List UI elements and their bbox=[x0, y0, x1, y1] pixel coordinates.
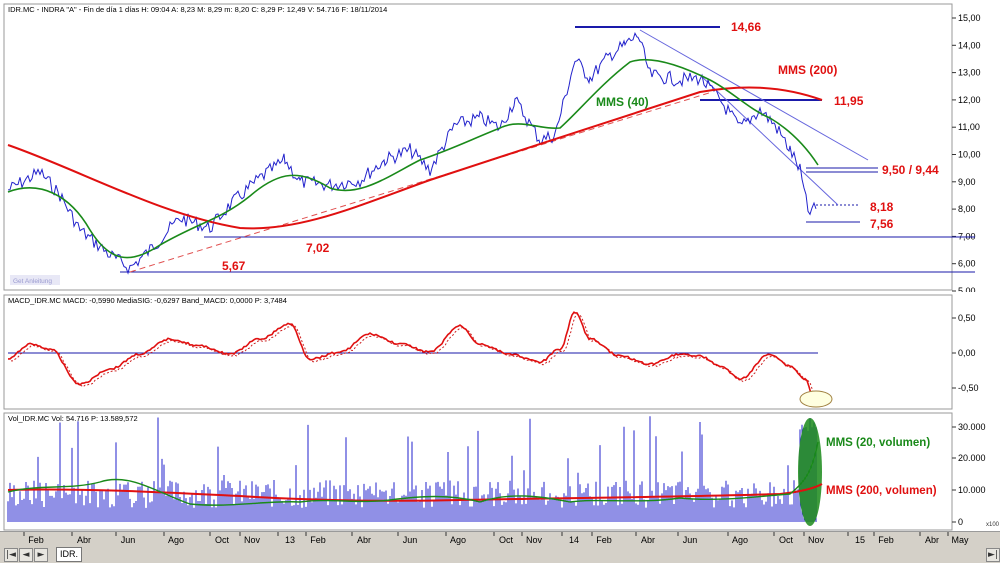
macd-plot-frame bbox=[3, 294, 953, 410]
x-tick-label: Oct bbox=[779, 535, 794, 545]
macd-y-tick-label: 0,50 bbox=[958, 313, 976, 323]
x-tick-label: 14 bbox=[569, 535, 579, 545]
volume-highlight-ellipse bbox=[798, 418, 822, 526]
label-vol-mms200: MMS (200, volumen) bbox=[826, 485, 937, 497]
macd-highlight-ellipse bbox=[799, 390, 833, 408]
volume-header: Vol_IDR.MC Vol: 54.716 P: 13.589,572 bbox=[8, 414, 138, 423]
x-tick-label: Jun bbox=[683, 535, 698, 545]
x-tick-label: 15 bbox=[855, 535, 865, 545]
macd-signal-series bbox=[11, 313, 825, 406]
price-header: IDR.MC - INDRA "A" - Fin de día 1 días H… bbox=[8, 5, 387, 14]
watermark-box bbox=[10, 275, 60, 285]
price-plot-frame bbox=[3, 3, 953, 291]
price-chart[interactable]: IDR.MC - INDRA "A" - Fin de día 1 días H… bbox=[0, 0, 1000, 296]
price-y-tick-label: 15,00 bbox=[958, 13, 981, 23]
volume-bars bbox=[7, 416, 817, 522]
label-low-recent: 7,56 bbox=[870, 217, 894, 231]
price-y-tick-label: 11,00 bbox=[958, 122, 980, 132]
watermark-text: Get Anleitung bbox=[13, 278, 52, 285]
volume-y-tick-label: 0 bbox=[958, 517, 963, 527]
label-low-2012: 5,67 bbox=[222, 259, 246, 273]
x-tick-label: Oct bbox=[499, 535, 514, 545]
time-axis-bar[interactable]: Feb Abr Jun Ago Oct Nov 13 Feb Abr Jun Ago Oct Nov 14… bbox=[0, 531, 1000, 563]
volume-y-tick-label: 30.000 bbox=[958, 422, 986, 432]
price-y-tick-label: 8,00 bbox=[958, 204, 976, 214]
x-tick-label: Ago bbox=[732, 535, 748, 545]
x-tick-label: Oct bbox=[215, 535, 230, 545]
volume-mms20-series bbox=[7, 441, 819, 506]
scroll-prev-button[interactable]: ◄ bbox=[19, 548, 33, 562]
x-tick-label: Nov bbox=[244, 535, 261, 545]
label-vol-mms20: MMS (20, volumen) bbox=[826, 437, 930, 449]
x-tick-label: Feb bbox=[596, 535, 612, 545]
downtrend-line-1 bbox=[639, 29, 869, 161]
mms40-series bbox=[7, 58, 819, 259]
x-tick-label: Ago bbox=[168, 535, 184, 545]
scroll-next-button[interactable]: ► bbox=[34, 548, 48, 562]
x-tick-label: Feb bbox=[28, 535, 44, 545]
x-tick-label: Feb bbox=[310, 535, 326, 545]
x-tick-label: Abr bbox=[925, 535, 939, 545]
label-high: 14,66 bbox=[731, 20, 761, 34]
price-y-tick-label: 7,00 bbox=[958, 231, 976, 241]
volume-y-tick-label: 10.000 bbox=[958, 485, 986, 495]
label-resistance: 11,95 bbox=[834, 94, 864, 108]
x-tick-label: Abr bbox=[77, 535, 91, 545]
price-y-tick-label: 13,00 bbox=[958, 68, 981, 78]
x-tick-label: May bbox=[951, 535, 969, 545]
price-y-tick-label: 14,00 bbox=[958, 40, 981, 50]
price-y-axis: 15,00 14,00 13,00 12,00 11,00 10,00 9,00 8,00 7,… bbox=[952, 13, 981, 296]
price-panel[interactable]: IDR.MC - INDRA "A" - Fin de día 1 días H… bbox=[0, 0, 1000, 296]
x-tick-label: Jun bbox=[121, 535, 136, 545]
x-tick-label: Jun bbox=[403, 535, 418, 545]
macd-chart[interactable]: MACD_IDR.MC MACD: -0,5990 MediaSIG: -0,6… bbox=[0, 294, 1000, 411]
price-y-tick-label: 6,00 bbox=[958, 259, 976, 269]
label-level-950: 9,50 / 9,44 bbox=[882, 163, 939, 177]
scroll-last-button[interactable]: ►| bbox=[986, 548, 1000, 562]
volume-y-tick-label: 20.000 bbox=[958, 453, 986, 463]
volume-y-axis: 30.000 20.000 10.000 0 bbox=[952, 422, 986, 527]
macd-y-axis: 0,50 0,00 -0,50 bbox=[952, 313, 979, 393]
mms200-series bbox=[7, 86, 823, 230]
x-tick-label: 13 bbox=[285, 535, 295, 545]
macd-series bbox=[8, 311, 822, 404]
x-tick-label: Feb bbox=[878, 535, 894, 545]
tab-idr[interactable]: IDR. bbox=[56, 547, 82, 562]
price-series bbox=[7, 32, 817, 275]
x-tick-label: Abr bbox=[357, 535, 371, 545]
macd-header: MACD_IDR.MC MACD: -0,5990 MediaSIG: -0,6… bbox=[8, 296, 287, 305]
uptrend-line bbox=[129, 91, 713, 273]
volume-unit: x100 bbox=[986, 522, 1000, 528]
macd-y-tick-label: -0,50 bbox=[958, 383, 979, 393]
price-y-tick-label: 12,00 bbox=[958, 95, 981, 105]
price-y-tick-label: 9,00 bbox=[958, 177, 976, 187]
label-mms40: MMS (40) bbox=[596, 95, 649, 109]
scroll-first-button[interactable]: |◄ bbox=[4, 548, 18, 562]
macd-y-tick-label: 0,00 bbox=[958, 348, 976, 358]
x-tick-label: Abr bbox=[641, 535, 655, 545]
volume-chart[interactable]: Vol_IDR.MC Vol: 54.716 P: 13.589,572 30.… bbox=[0, 412, 1000, 531]
x-tick-label: Nov bbox=[808, 535, 825, 545]
x-tick-label: Ago bbox=[450, 535, 466, 545]
volume-panel[interactable]: Vol_IDR.MC Vol: 54.716 P: 13.589,572 30.… bbox=[0, 412, 1000, 531]
x-tick-label: Nov bbox=[526, 535, 543, 545]
time-axis: Feb Abr Jun Ago Oct Nov 13 Feb Abr Jun Ago Oct Nov 14… bbox=[23, 532, 969, 545]
downtrend-line-2 bbox=[699, 74, 839, 206]
macd-panel[interactable]: MACD_IDR.MC MACD: -0,5990 MediaSIG: -0,6… bbox=[0, 294, 1000, 411]
label-support: 7,02 bbox=[306, 241, 330, 255]
price-y-tick-label: 5,00 bbox=[958, 286, 976, 292]
label-mms200: MMS (200) bbox=[778, 63, 837, 77]
label-last: 8,18 bbox=[870, 200, 894, 214]
volume-mms200-series bbox=[7, 483, 823, 502]
price-y-tick-label: 10,00 bbox=[958, 150, 981, 160]
